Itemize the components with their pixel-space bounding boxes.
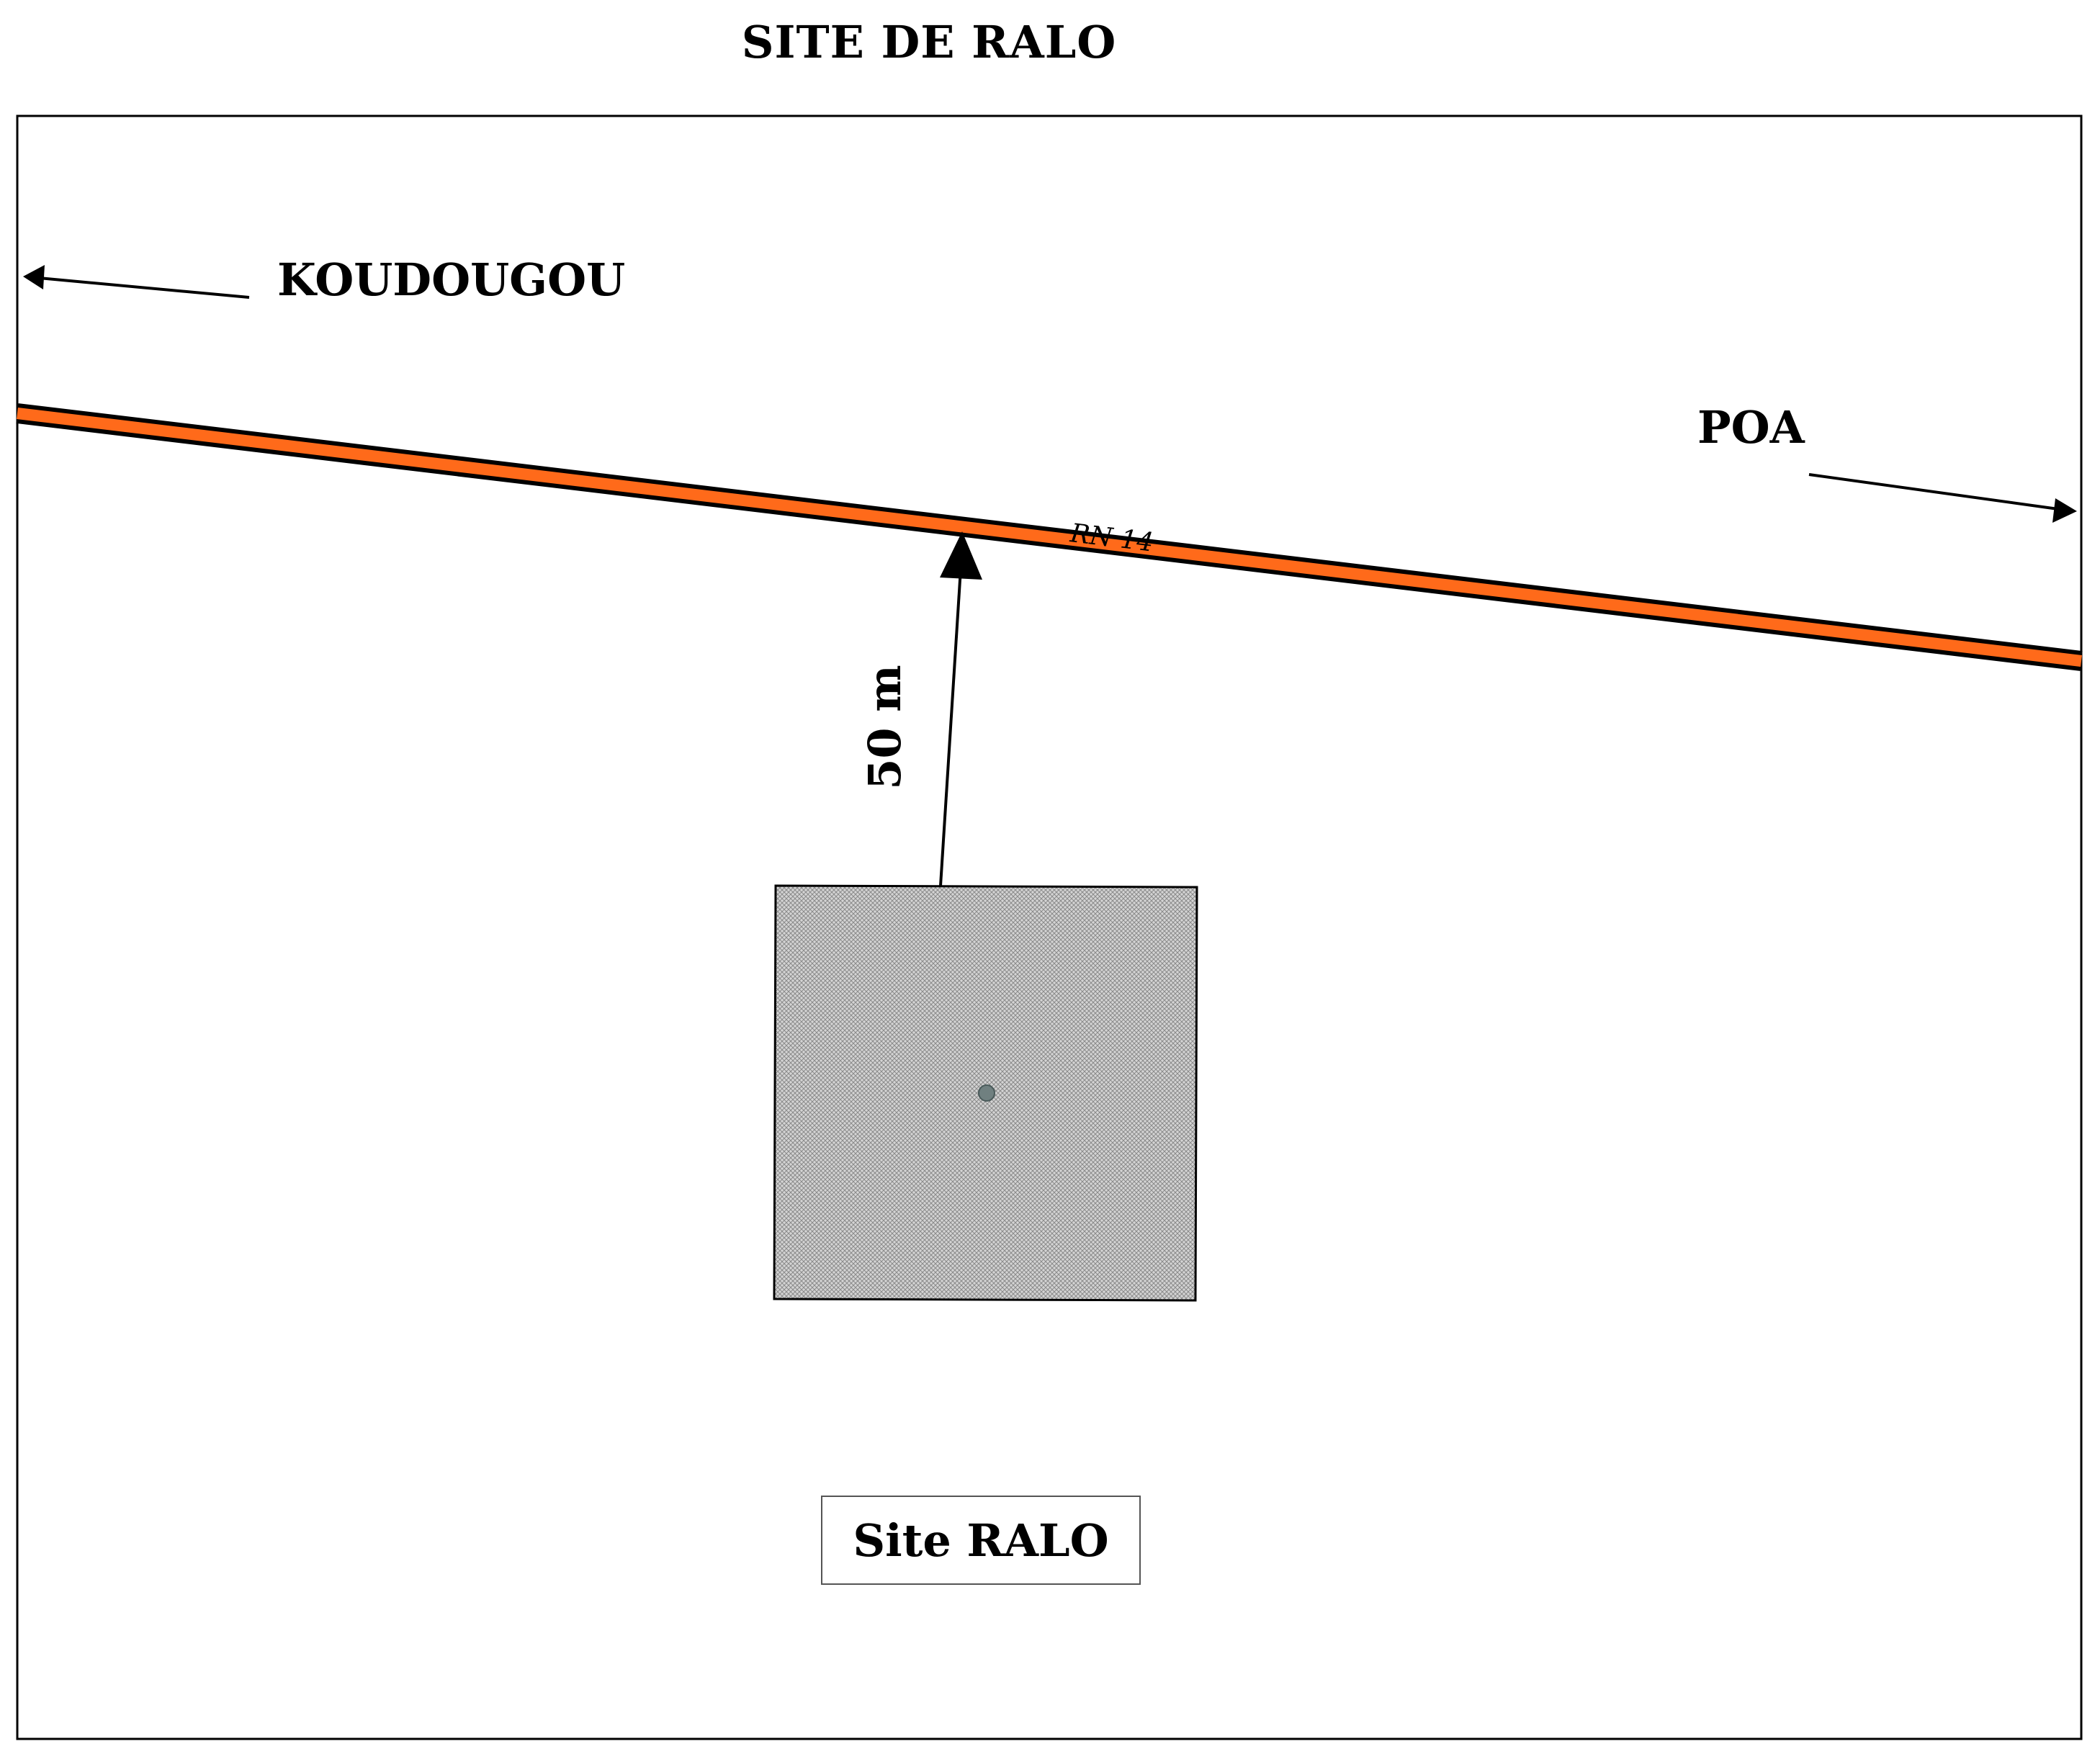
- distance-label: 50 m: [858, 665, 911, 789]
- road-label: RN 14: [1068, 518, 1155, 558]
- site-marker: [978, 1084, 995, 1102]
- site-label: Site RALO: [821, 1496, 1141, 1585]
- arrow-left-icon: [23, 265, 250, 299]
- page-title: SITE DE RALO: [741, 16, 1117, 68]
- map-frame: [16, 114, 2083, 1740]
- direction-koudougou: KOUDOUGOU: [277, 253, 625, 306]
- road-rn14: [16, 403, 2083, 671]
- arrow-right-icon: [1808, 473, 2077, 523]
- distance-arrow-icon: [939, 531, 982, 886]
- direction-poa: POA: [1697, 401, 1805, 454]
